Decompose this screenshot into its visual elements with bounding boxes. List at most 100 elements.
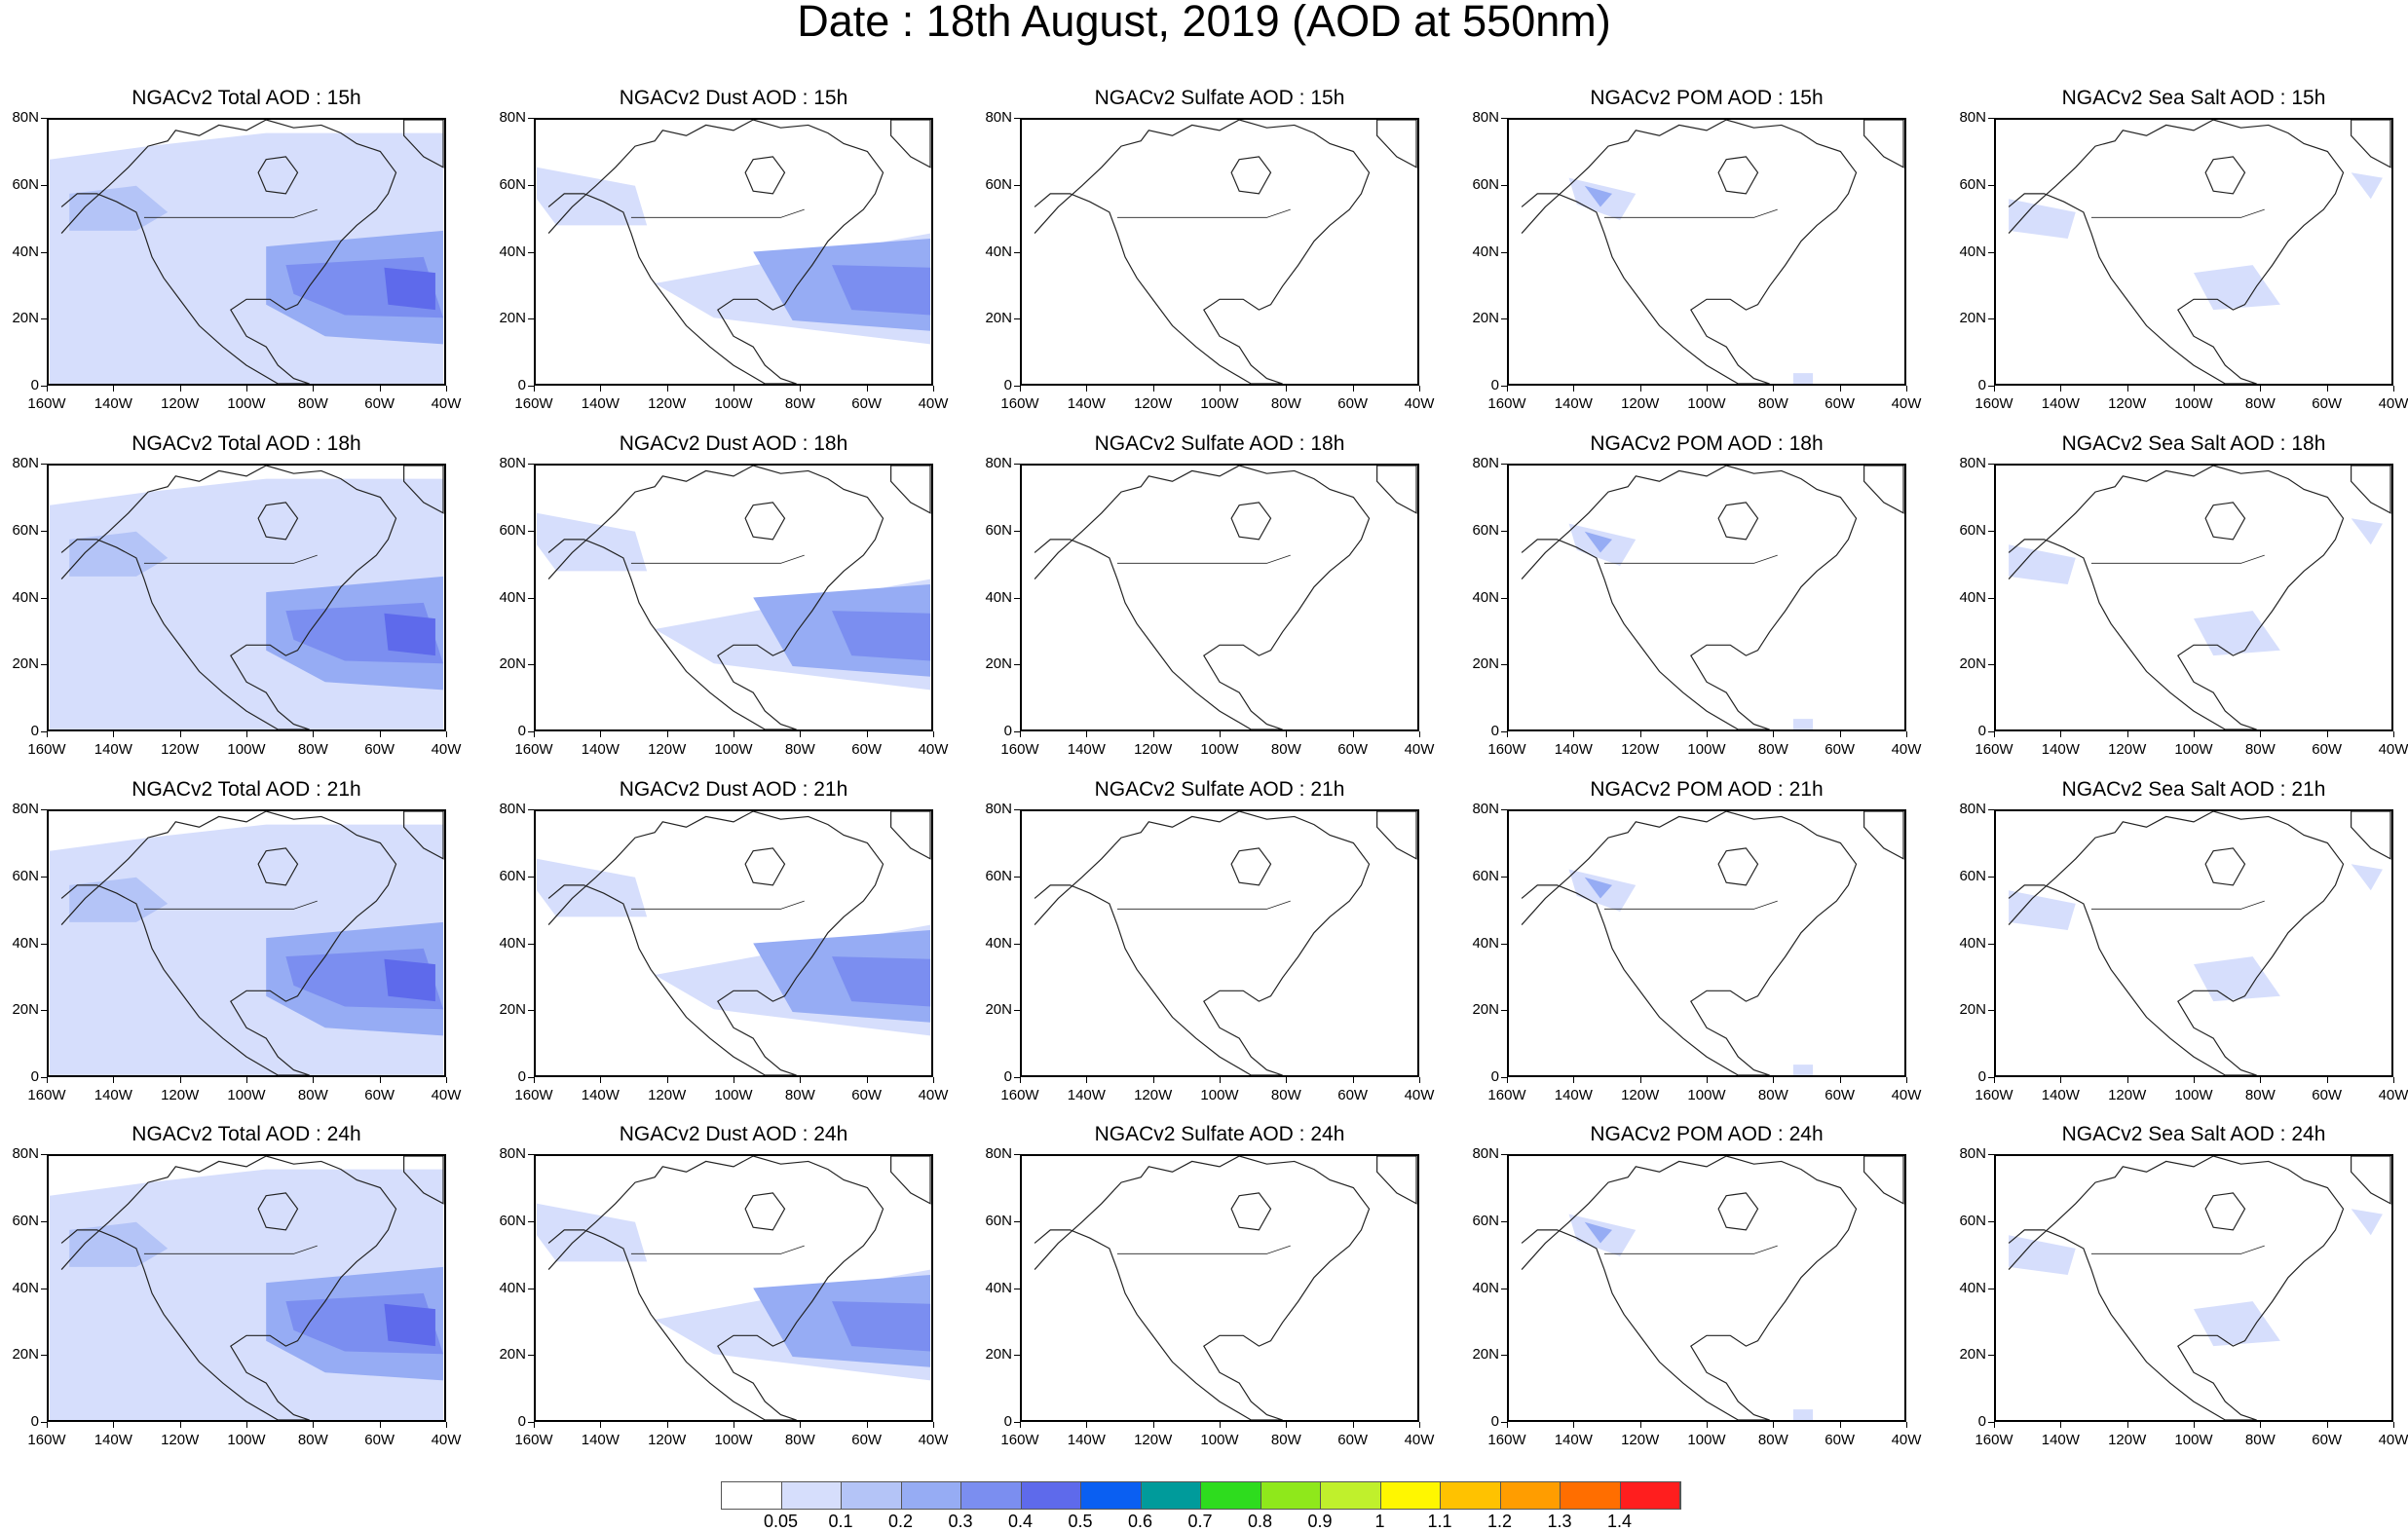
- lat-tick: [1988, 251, 1994, 253]
- colorbar-label: 1.4: [1606, 1512, 1633, 1531]
- aod-map: [2008, 1156, 2391, 1420]
- lon-tick-label: 140W: [1554, 741, 1593, 758]
- lon-tick: [1086, 386, 1088, 392]
- country-border: [1603, 554, 1778, 564]
- lat-tick-label: 40N: [1959, 588, 1986, 606]
- lon-tick: [246, 1077, 247, 1083]
- lat-tick: [1014, 530, 1020, 532]
- lon-tick: [1839, 731, 1841, 737]
- aod-shading: [69, 1221, 169, 1267]
- lat-tick: [1988, 318, 1994, 320]
- lat-tick: [1988, 386, 1994, 387]
- lon-tick-label: 100W: [714, 741, 753, 758]
- lon-tick-label: 120W: [161, 395, 200, 412]
- lon-tick-label: 40W: [431, 741, 462, 758]
- lon-tick-label: 120W: [161, 1432, 200, 1448]
- aod-shading: [2009, 544, 2076, 584]
- lon-tick-label: 60W: [364, 395, 395, 412]
- lon-tick: [379, 731, 381, 737]
- lat-tick-label: 80N: [1472, 455, 1499, 471]
- lat-tick-label: 60N: [12, 1212, 39, 1229]
- lon-tick: [1507, 731, 1508, 737]
- lon-tick: [2126, 386, 2128, 392]
- aod-map: [49, 466, 444, 729]
- colorbar-swatch: [1260, 1482, 1321, 1509]
- coastline: [1717, 502, 1759, 541]
- coastline: [1230, 1192, 1272, 1231]
- panel-title: NGACv2 Total AOD : 24h: [132, 1123, 361, 1145]
- lat-tick: [528, 1355, 534, 1357]
- lon-tick: [1639, 1077, 1641, 1083]
- lon-tick: [1906, 386, 1907, 392]
- lon-tick: [1286, 1422, 1288, 1428]
- lat-tick-label: 0: [1977, 1413, 1986, 1430]
- lon-tick: [800, 731, 802, 737]
- lon-tick-label: 120W: [2108, 1432, 2147, 1448]
- lon-tick-label: 80W: [784, 741, 815, 758]
- lon-tick-label: 100W: [1200, 1432, 1239, 1448]
- lon-tick-label: 140W: [1067, 1087, 1106, 1103]
- lon-tick-label: 120W: [2108, 1087, 2147, 1103]
- lon-tick-label: 40W: [918, 1087, 949, 1103]
- lon-tick-label: 80W: [1757, 741, 1788, 758]
- lat-tick-label: 80N: [12, 801, 39, 817]
- lat-tick-label: 80N: [12, 109, 39, 126]
- lat-tick-label: 20N: [1472, 1001, 1499, 1019]
- map-panel: [1994, 1154, 2393, 1422]
- coastline: [2008, 120, 2345, 384]
- lon-tick: [1773, 1077, 1775, 1083]
- lon-tick: [246, 731, 247, 737]
- lon-tick: [1152, 1422, 1154, 1428]
- lon-tick-label: 40W: [1891, 1087, 1922, 1103]
- lat-tick: [41, 664, 47, 666]
- lon-tick-label: 80W: [2244, 741, 2276, 758]
- lat-tick-label: 80N: [499, 1145, 526, 1162]
- lat-tick: [528, 809, 534, 810]
- lon-tick-label: 60W: [2312, 1432, 2343, 1448]
- lat-tick: [41, 809, 47, 810]
- lon-tick: [1707, 731, 1708, 737]
- lat-tick-label: 80N: [1959, 109, 1986, 126]
- lon-tick-label: 60W: [2312, 741, 2343, 758]
- lon-tick-label: 60W: [1337, 741, 1369, 758]
- lon-tick-label: 60W: [851, 1432, 883, 1448]
- lat-tick: [528, 184, 534, 186]
- lon-tick-label: 140W: [1554, 395, 1593, 412]
- lat-tick-label: 80N: [985, 1145, 1012, 1162]
- lat-tick: [528, 876, 534, 878]
- lon-tick-label: 160W: [1000, 741, 1039, 758]
- lon-tick-label: 140W: [1067, 395, 1106, 412]
- coastline: [1521, 1156, 1858, 1420]
- lon-tick: [1419, 731, 1420, 737]
- aod-shading: [1584, 531, 1613, 553]
- lat-tick-label: 80N: [1472, 1145, 1499, 1162]
- lat-tick-label: 40N: [985, 243, 1012, 260]
- lat-tick: [1014, 1077, 1020, 1078]
- lat-tick: [41, 1154, 47, 1155]
- coastline: [1717, 156, 1759, 195]
- lat-tick-label: 60N: [1472, 1212, 1499, 1229]
- aod-shading: [384, 1303, 435, 1347]
- lon-tick-label: 160W: [1487, 1432, 1526, 1448]
- lon-tick: [1086, 1077, 1088, 1083]
- lon-tick-label: 160W: [1000, 1087, 1039, 1103]
- lon-tick: [446, 386, 447, 392]
- colorbar-label: 0.4: [1007, 1512, 1034, 1531]
- map-panel: [47, 118, 446, 386]
- lon-tick: [1906, 1422, 1907, 1428]
- lat-tick: [41, 731, 47, 732]
- lon-tick-label: 80W: [1757, 1087, 1788, 1103]
- lat-tick-label: 60N: [499, 867, 526, 884]
- lon-tick: [446, 1422, 447, 1428]
- lon-tick: [800, 386, 802, 392]
- lon-tick: [933, 1077, 934, 1083]
- lat-tick: [1988, 184, 1994, 186]
- aod-shading: [1584, 1221, 1613, 1244]
- lon-tick-label: 80W: [1270, 741, 1301, 758]
- lat-tick: [528, 731, 534, 732]
- colorbar-label: 0.2: [887, 1512, 914, 1531]
- coastline: [1863, 811, 1904, 860]
- colorbar-label: 0.5: [1068, 1512, 1093, 1531]
- lat-tick: [1501, 530, 1507, 532]
- lon-tick-label: 60W: [2312, 1087, 2343, 1103]
